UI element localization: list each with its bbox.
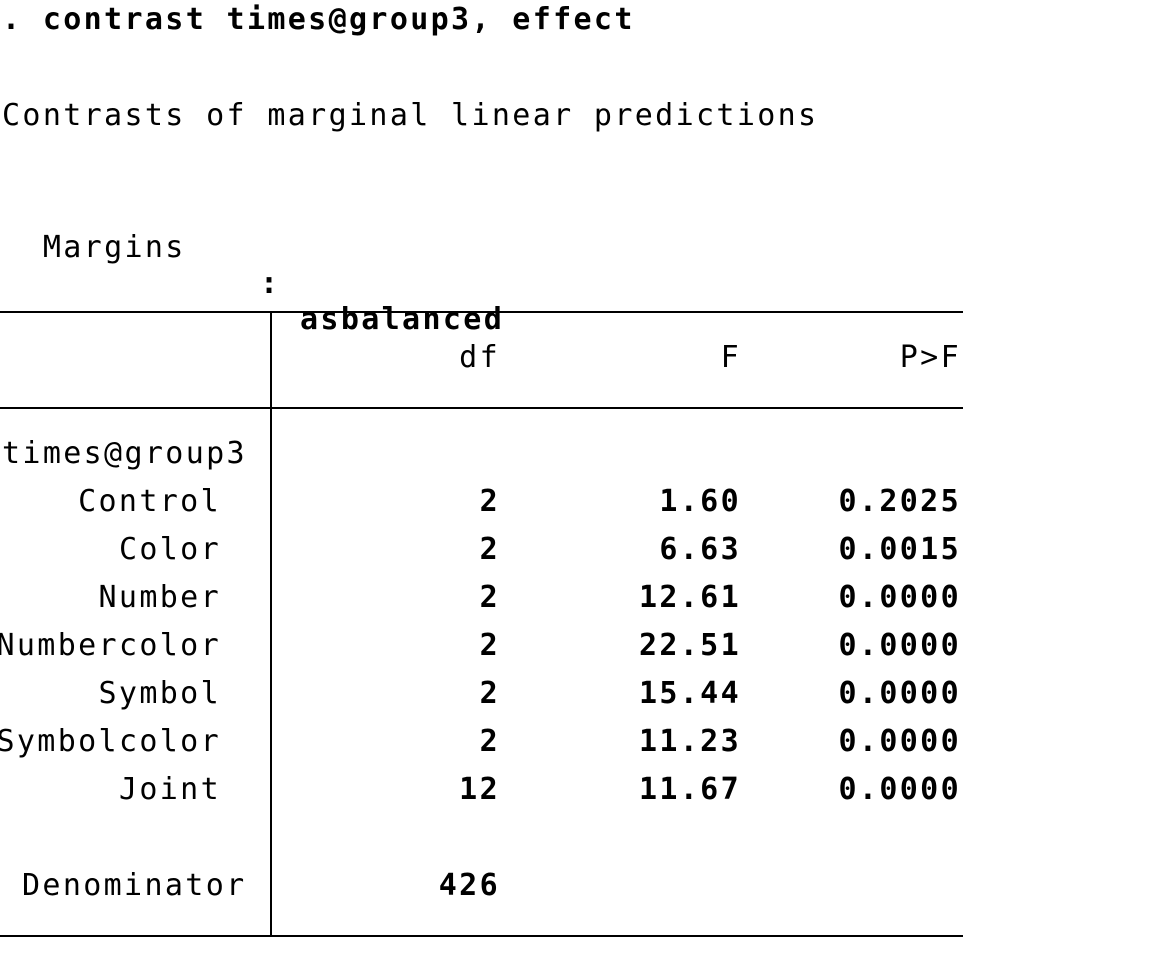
row-label: Joint: [118, 772, 221, 807]
denominator-df: 426: [438, 868, 500, 903]
row-df: 2: [479, 628, 500, 663]
row-df: 2: [479, 676, 500, 711]
table-vertical-rule: [270, 312, 272, 936]
row-f: 11.23: [638, 724, 741, 759]
row-label: Control: [78, 484, 221, 519]
row-df: 2: [479, 724, 500, 759]
row-df: 2: [479, 580, 500, 615]
row-f: 15.44: [638, 676, 741, 711]
margins-value: asbalanced: [300, 302, 505, 337]
row-label: Numbercolor: [0, 628, 221, 663]
row-df: 2: [479, 532, 500, 567]
denominator-label: Denominator: [22, 868, 247, 903]
row-f: 22.51: [638, 628, 741, 663]
row-p: 0.0000: [838, 580, 961, 615]
row-f: 1.60: [659, 484, 741, 519]
table-header-rule: [0, 407, 963, 409]
margins-colon: :: [260, 266, 281, 301]
command-line: . contrast times@group3, effect: [2, 2, 635, 37]
row-f: 11.67: [638, 772, 741, 807]
row-p: 0.0000: [838, 724, 961, 759]
row-p: 0.0015: [838, 532, 961, 567]
margins-label: Margins: [42, 230, 186, 265]
row-p: 0.0000: [838, 676, 961, 711]
row-f: 6.63: [659, 532, 741, 567]
margins-line: Margins : asbalanced: [2, 194, 502, 338]
row-df: 12: [459, 772, 500, 807]
row-label: Number: [98, 580, 221, 615]
header-f: F: [720, 340, 741, 375]
row-label: Symbolcolor: [0, 724, 221, 759]
group-label: times@group3: [2, 436, 247, 471]
row-p: 0.0000: [838, 772, 961, 807]
table-top-rule: [0, 311, 963, 313]
row-label: Color: [118, 532, 221, 567]
row-f: 12.61: [638, 580, 741, 615]
header-p: P>F: [899, 340, 961, 375]
row-p: 0.0000: [838, 628, 961, 663]
table-bottom-rule: [0, 935, 963, 937]
row-label: Symbol: [98, 676, 221, 711]
row-df: 2: [479, 484, 500, 519]
row-p: 0.2025: [838, 484, 961, 519]
output-title: Contrasts of marginal linear predictions: [2, 98, 819, 133]
header-df: df: [459, 340, 500, 375]
